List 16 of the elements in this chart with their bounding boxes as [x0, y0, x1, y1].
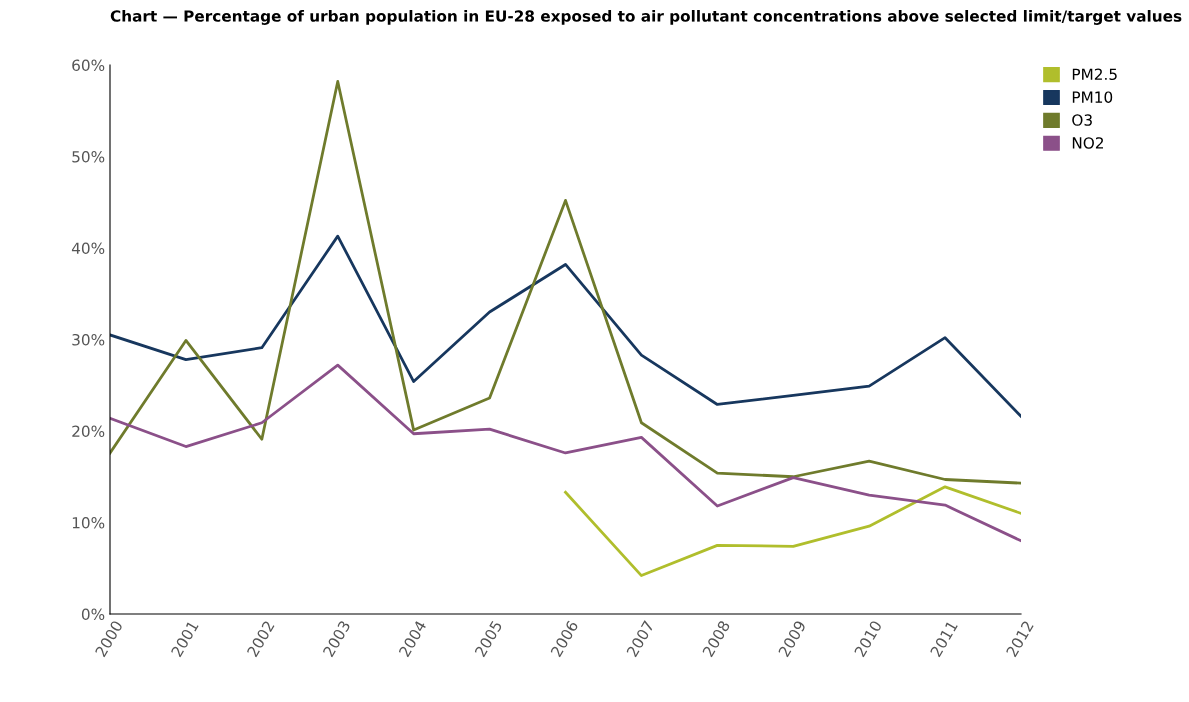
y-tick-label: 0%	[81, 608, 105, 621]
y-tick-label: 50%	[72, 150, 105, 163]
y-tick-label: 60%	[72, 59, 105, 72]
legend-label: NO2	[1072, 137, 1103, 149]
line-series	[110, 234, 1021, 418]
line-series	[110, 363, 1021, 543]
y-tick-label: 20%	[72, 425, 105, 438]
line-series	[564, 485, 1021, 577]
y-tick-label: 40%	[71, 242, 105, 255]
y-tick-label: 30%	[72, 333, 105, 346]
y-tick-label: 10%	[72, 516, 105, 529]
chart-title: Chart — Percentage of urban population in EU-28 exposed to air pollutant concentrations above selected limit/target values	[110, 10, 1182, 25]
legend-label: PM10	[1072, 91, 1113, 103]
line-series	[110, 80, 1021, 485]
legend-label: O3	[1072, 114, 1092, 126]
legend-label: PM2.5	[1072, 68, 1117, 81]
